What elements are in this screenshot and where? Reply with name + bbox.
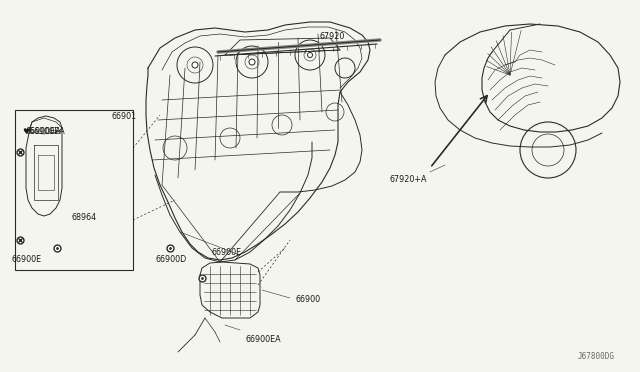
Text: 66900EA: 66900EA xyxy=(245,335,280,344)
Text: ♥66900EA: ♥66900EA xyxy=(22,127,65,136)
Circle shape xyxy=(249,59,255,65)
Text: 66900EA: 66900EA xyxy=(25,127,61,136)
Circle shape xyxy=(307,52,312,58)
Text: 67920: 67920 xyxy=(320,32,346,41)
Text: 66900E: 66900E xyxy=(212,248,242,257)
Text: 66900D: 66900D xyxy=(155,255,186,264)
Circle shape xyxy=(192,62,198,68)
Text: 68964: 68964 xyxy=(72,213,97,222)
Bar xyxy=(15,110,133,270)
Text: J67800DG: J67800DG xyxy=(577,352,614,361)
Text: 67920+A: 67920+A xyxy=(390,175,428,184)
Text: 66900E: 66900E xyxy=(12,255,42,264)
Text: 66900: 66900 xyxy=(295,295,320,304)
Text: 66901: 66901 xyxy=(112,112,137,121)
